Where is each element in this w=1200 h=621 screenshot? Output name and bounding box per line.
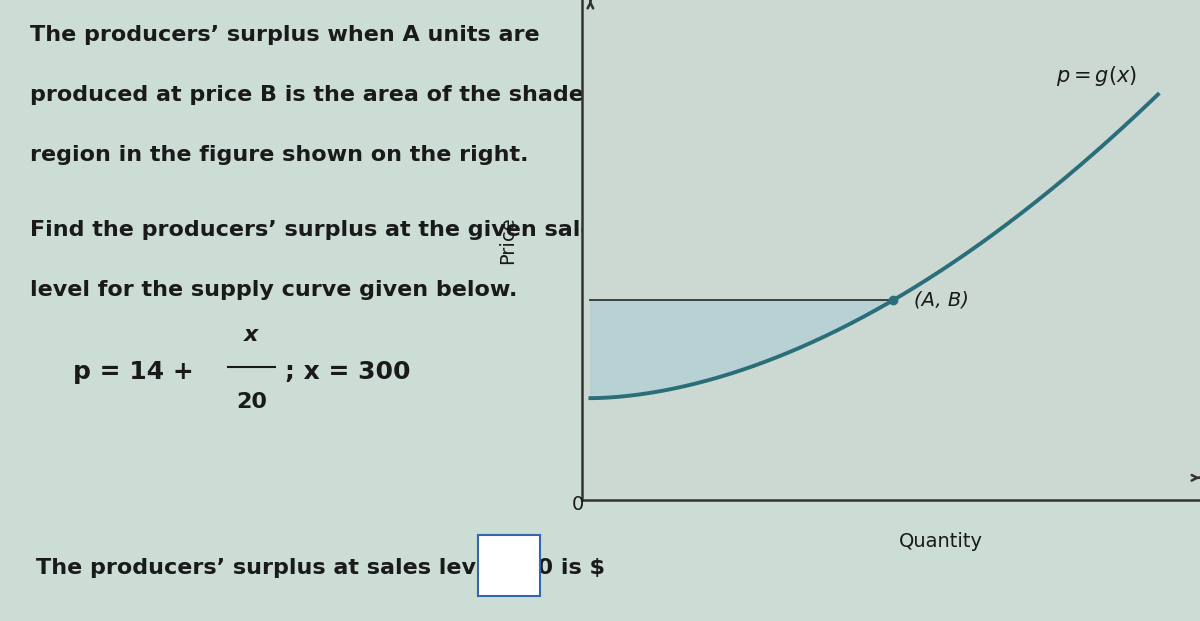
Text: The producers’ surplus at sales level 300 is $: The producers’ surplus at sales level 30…: [36, 558, 605, 578]
Text: p = 14 +: p = 14 +: [73, 360, 203, 384]
Text: x: x: [245, 325, 259, 345]
Text: Price: Price: [498, 216, 517, 264]
Text: 0: 0: [571, 496, 584, 514]
Text: Find the producers’ surplus at the given sales: Find the producers’ surplus at the given…: [30, 220, 610, 240]
Text: ; x = 300: ; x = 300: [284, 360, 410, 384]
Text: 20: 20: [236, 392, 266, 412]
Text: produced at price B is the area of the shaded: produced at price B is the area of the s…: [30, 85, 600, 105]
FancyBboxPatch shape: [478, 535, 540, 596]
Text: Quantity: Quantity: [899, 532, 983, 551]
Text: level for the supply curve given below.: level for the supply curve given below.: [30, 280, 517, 300]
Text: region in the figure shown on the right.: region in the figure shown on the right.: [30, 145, 529, 165]
Text: (A, B): (A, B): [914, 291, 968, 310]
Text: The producers’ surplus when A units are: The producers’ surplus when A units are: [30, 25, 540, 45]
Text: $p = g(x)$: $p = g(x)$: [1056, 64, 1136, 88]
